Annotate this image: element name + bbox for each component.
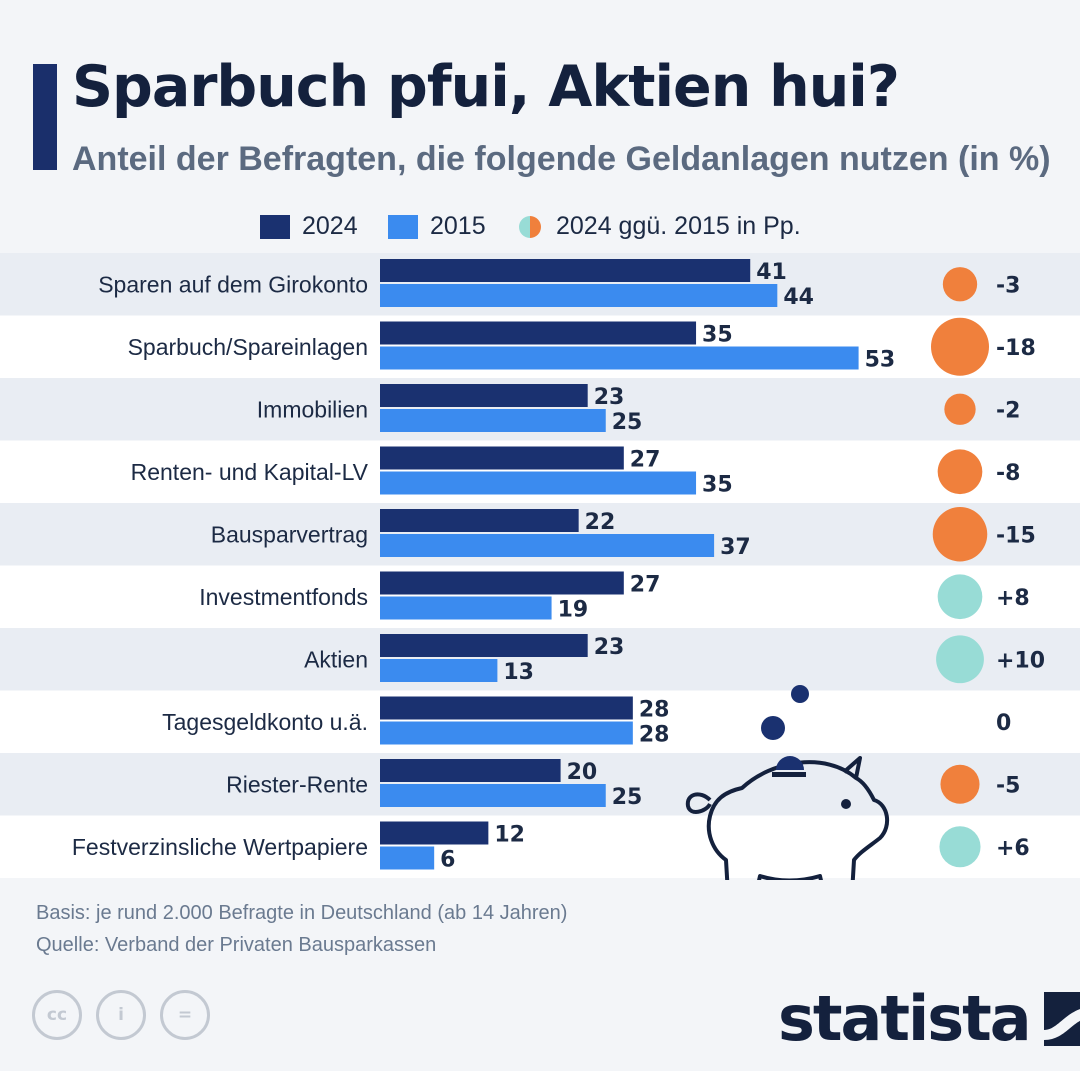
legend-label-2015: 2015 <box>430 212 486 240</box>
creative-commons-icon[interactable]: cc <box>32 990 82 1040</box>
value-label-2015: 28 <box>639 723 670 748</box>
row-band <box>0 815 1080 878</box>
brand-wordmark: statista <box>778 982 1032 1055</box>
category-label: Investmentfonds <box>199 584 368 610</box>
change-label: -5 <box>996 773 1020 798</box>
change-bubble <box>939 826 981 868</box>
bar-2024 <box>380 384 588 407</box>
change-label: -18 <box>996 336 1036 361</box>
value-label-2015: 44 <box>783 285 814 310</box>
chart-legend: 2024 2015 2024 ggü. 2015 in Pp. <box>0 206 1080 246</box>
value-label-2015: 25 <box>612 785 643 810</box>
chart-subtitle: Anteil der Befragten, die folgende Gelda… <box>72 140 1051 178</box>
category-label: Festverzinsliche Wertpapiere <box>72 834 368 860</box>
value-label-2024: 12 <box>494 823 525 848</box>
category-label: Aktien <box>304 646 368 672</box>
bar-2024 <box>380 821 489 845</box>
change-bubble <box>931 317 989 376</box>
value-label-2024: 23 <box>594 635 625 660</box>
change-label: -8 <box>996 461 1020 486</box>
category-label: Sparen auf dem Girokonto <box>98 271 368 297</box>
value-label-2015: 25 <box>612 410 643 435</box>
legend-item-change: 2024 ggü. 2015 in Pp. <box>518 212 801 241</box>
value-label-2015: 13 <box>503 660 534 685</box>
change-label: 0 <box>996 711 1011 736</box>
chart-title: Sparbuch pfui, Aktien hui? <box>72 54 900 120</box>
bar-2015 <box>380 721 633 745</box>
legend-swatch-2015 <box>388 214 418 239</box>
category-label: Immobilien <box>257 396 368 422</box>
bar-2015 <box>380 784 606 807</box>
bar-2024 <box>380 634 588 657</box>
piggy-bank-illustration <box>685 685 890 880</box>
change-bubble <box>937 449 983 495</box>
change-bubble <box>932 506 988 562</box>
footer-source: Quelle: Verband der Privaten Bausparkass… <box>36 934 437 956</box>
category-label: Tagesgeldkonto u.ä. <box>162 709 368 735</box>
value-label-2015: 35 <box>702 473 733 498</box>
value-label-2015: 6 <box>440 848 455 873</box>
legend-item-2024: 2024 <box>260 212 358 241</box>
change-label: -2 <box>996 398 1020 423</box>
half-circle-icon <box>519 215 541 238</box>
change-label: +6 <box>996 836 1030 861</box>
change-bubble <box>942 267 978 302</box>
bar-2024 <box>380 509 579 532</box>
value-label-2024: 22 <box>585 510 616 535</box>
category-label: Sparbuch/Spareinlagen <box>128 334 368 360</box>
legend-label-2024: 2024 <box>302 212 358 240</box>
bar-2024 <box>380 259 751 282</box>
bar-2015 <box>380 596 552 620</box>
title-accent-bar <box>33 64 57 170</box>
category-label: Renten- und Kapital-LV <box>131 459 369 485</box>
attribution-icon[interactable]: i <box>96 990 146 1040</box>
value-label-2024: 28 <box>639 698 670 723</box>
category-label: Riester-Rente <box>226 771 368 797</box>
bar-2015 <box>380 346 859 370</box>
bar-2024 <box>380 571 624 595</box>
bar-2024 <box>380 321 697 345</box>
change-bubble <box>937 574 983 620</box>
bar-2015 <box>380 534 715 557</box>
change-label: +8 <box>996 586 1030 611</box>
category-label: Bausparvertrag <box>211 521 368 547</box>
bar-2015 <box>380 409 606 432</box>
bar-2015 <box>380 846 435 870</box>
change-label: -15 <box>996 523 1036 548</box>
footer-basis: Basis: je rund 2.000 Befragte in Deutsch… <box>36 902 568 924</box>
bar-2015 <box>380 284 778 307</box>
value-label-2015: 19 <box>558 598 589 623</box>
value-label-2024: 23 <box>594 385 625 410</box>
value-label-2024: 35 <box>702 323 733 348</box>
bar-2024 <box>380 696 633 720</box>
value-label-2024: 20 <box>567 760 598 785</box>
value-label-2015: 53 <box>865 348 896 373</box>
value-label-2024: 27 <box>630 448 661 473</box>
legend-label-change: 2024 ggü. 2015 in Pp. <box>556 212 801 240</box>
legend-item-2015: 2015 <box>388 212 486 241</box>
license-icons: cc i = <box>32 990 210 1040</box>
statista-logo[interactable]: statista <box>778 982 1080 1055</box>
change-label: +10 <box>996 648 1045 673</box>
value-label-2024: 41 <box>756 260 787 285</box>
bar-2015 <box>380 471 697 495</box>
change-bubble <box>944 393 976 425</box>
no-derivatives-icon[interactable]: = <box>160 990 210 1040</box>
bar-2015 <box>380 659 498 682</box>
value-label-2015: 37 <box>720 535 751 560</box>
change-bubble <box>936 635 984 684</box>
change-bubble <box>940 764 980 804</box>
statista-mark-icon <box>1043 991 1080 1046</box>
change-label: -3 <box>996 273 1020 298</box>
value-label-2024: 27 <box>630 573 661 598</box>
bar-2024 <box>380 446 624 470</box>
bar-2024 <box>380 759 561 782</box>
legend-swatch-2024 <box>260 214 290 239</box>
